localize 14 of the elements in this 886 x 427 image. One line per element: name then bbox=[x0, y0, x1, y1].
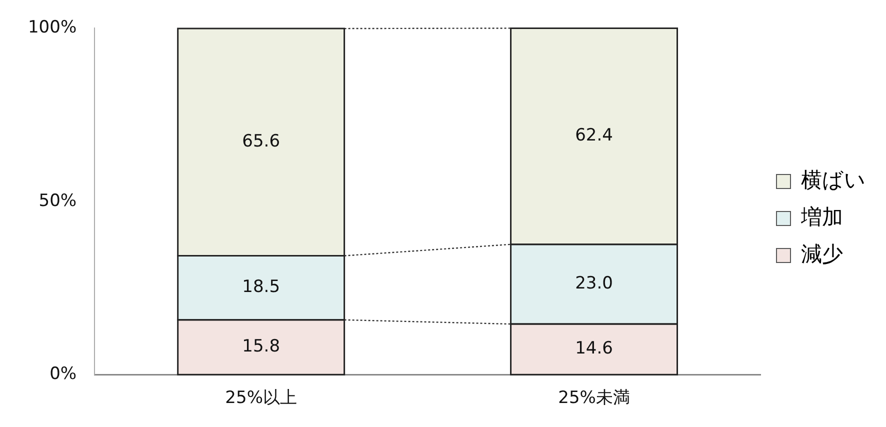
data-label: 23.0 bbox=[575, 274, 613, 294]
x-tick-label: 25%以上 bbox=[225, 388, 297, 408]
legend-label: 横ばい bbox=[801, 168, 866, 192]
y-tick-label: 100% bbox=[28, 18, 77, 38]
data-label: 14.6 bbox=[575, 338, 613, 359]
data-label: 15.8 bbox=[242, 336, 280, 357]
data-label: 18.5 bbox=[242, 277, 280, 298]
x-tick-label: 25%未満 bbox=[558, 388, 630, 408]
y-tick-label: 0% bbox=[50, 364, 77, 384]
legend-label: 減少 bbox=[801, 242, 843, 266]
data-label: 65.6 bbox=[242, 132, 280, 152]
data-label: 62.4 bbox=[575, 126, 613, 146]
y-tick-label: 50% bbox=[38, 190, 77, 211]
legend-label: 増加 bbox=[800, 204, 843, 229]
